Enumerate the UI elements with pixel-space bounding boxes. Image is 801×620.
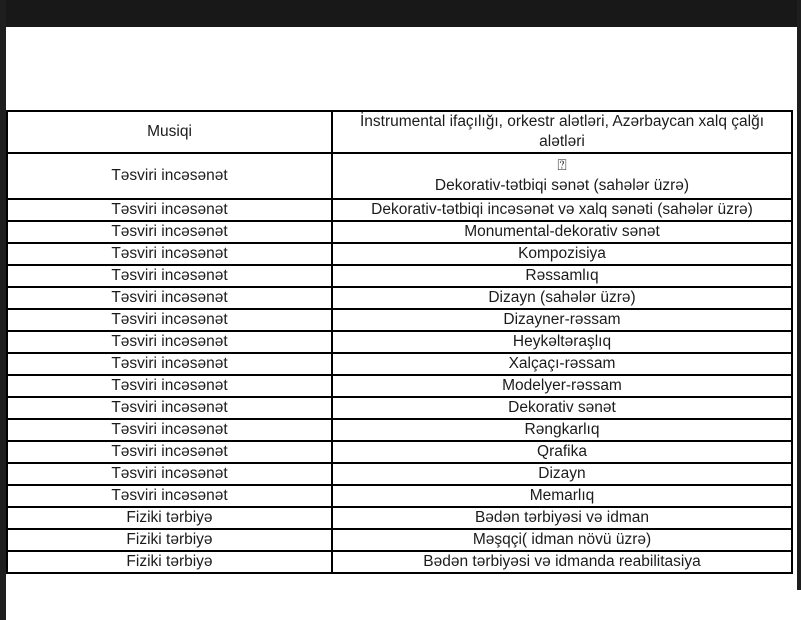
table-row: Təsviri incəsənət Dekorativ-tətbiqi incə… [6,198,793,222]
category-cell: Təsviri incəsənət [6,440,333,464]
specialty-cell: Monumental-dekorativ sənət [331,220,793,244]
table-row: Təsviri incəsənət ⍰ Dekorativ-tətbiqi sə… [6,152,793,200]
table-row: Fiziki tərbiyə Bədən tərbiyəsi və idmand… [6,550,793,574]
category-cell: Təsviri incəsənət [6,484,333,508]
table-row: Təsviri incəsənət Dizayner-rəssam [6,308,793,332]
table-row: Təsviri incəsənət Modelyer-rəssam [6,374,793,398]
table-row: Təsviri incəsənət Dizayn [6,462,793,486]
category-cell: Təsviri incəsənət [6,374,333,398]
specialties-table: Musiqi İnstrumental ifaçılığı, orkestr a… [6,110,793,574]
document-page: Musiqi İnstrumental ifaçılığı, orkestr a… [6,27,797,620]
specialty-cell: Bədən tərbiyəsi və idman [331,506,793,530]
specialty-cell: Dizayner-rəssam [331,308,793,332]
category-cell: Təsviri incəsənət [6,242,333,266]
specialty-cell: Qrafika [331,440,793,464]
specialty-cell: Rəssamlıq [331,264,793,288]
table-row: Təsviri incəsənət Monumental-dekorativ s… [6,220,793,244]
table-container: Musiqi İnstrumental ifaçılığı, orkestr a… [6,110,793,574]
category-cell: Təsviri incəsənət [6,330,333,354]
category-cell: Musiqi [6,110,333,154]
category-cell: Fiziki tərbiyə [6,528,333,552]
specialty-cell: Memarlıq [331,484,793,508]
viewer-left-edge [0,0,6,620]
category-cell: Təsviri incəsənət [6,352,333,376]
category-cell: Təsviri incəsənət [6,286,333,310]
specialty-cell: Dekorativ sənət [331,396,793,420]
table-row: Təsviri incəsənət Heykəltəraşlıq [6,330,793,354]
specialty-cell: Məşqçi( idman növü üzrə) [331,528,793,552]
specialty-cell: Dekorativ-tətbiqi incəsənət və xalq sənə… [331,198,793,222]
category-cell: Təsviri incəsənət [6,198,333,222]
category-cell: Fiziki tərbiyə [6,506,333,530]
table-row: Təsviri incəsənət Dizayn (sahələr üzrə) [6,286,793,310]
table-row: Təsviri incəsənət Memarlıq [6,484,793,508]
category-cell: Təsviri incəsənət [6,396,333,420]
table-row: Təsviri incəsənət Xalçaçı-rəssam [6,352,793,376]
specialty-cell: İnstrumental ifaçılığı, orkestr alətləri… [331,110,793,154]
table-row: Təsviri incəsənət Kompozisiya [6,242,793,266]
specialty-cell: Dizayn (sahələr üzrə) [331,286,793,310]
table-row: Fiziki tərbiyə Bədən tərbiyəsi və idman [6,506,793,530]
specialty-cell: Kompozisiya [331,242,793,266]
category-cell: Təsviri incəsənət [6,462,333,486]
specialty-cell: Rəngkarlıq [331,418,793,442]
category-cell: Təsviri incəsənət [6,308,333,332]
specialty-cell: ⍰ Dekorativ-tətbiqi sənət (sahələr üzrə) [331,152,793,200]
specialty-cell: Bədən tərbiyəsi və idmanda reabilitasiya [331,550,793,574]
specialty-cell: Dizayn [331,462,793,486]
table-row: Fiziki tərbiyə Məşqçi( idman növü üzrə) [6,528,793,552]
category-cell: Təsviri incəsənət [6,418,333,442]
table-body: Musiqi İnstrumental ifaçılığı, orkestr a… [6,110,793,574]
table-row: Təsviri incəsənət Dekorativ sənət [6,396,793,420]
specialty-cell: Heykəltəraşlıq [331,330,793,354]
category-cell: Fiziki tərbiyə [6,550,333,574]
specialty-cell: Modelyer-rəssam [331,374,793,398]
category-cell: Təsviri incəsənət [6,152,333,200]
category-cell: Təsviri incəsənət [6,220,333,244]
category-cell: Təsviri incəsənət [6,264,333,288]
table-row: Təsviri incəsənət Rəngkarlıq [6,418,793,442]
viewer-top-bar [0,0,801,27]
specialty-cell: Xalçaçı-rəssam [331,352,793,376]
table-row: Musiqi İnstrumental ifaçılığı, orkestr a… [6,110,793,154]
table-row: Təsviri incəsənət Rəssamlıq [6,264,793,288]
table-row: Təsviri incəsənət Qrafika [6,440,793,464]
viewer-right-edge [797,0,801,590]
